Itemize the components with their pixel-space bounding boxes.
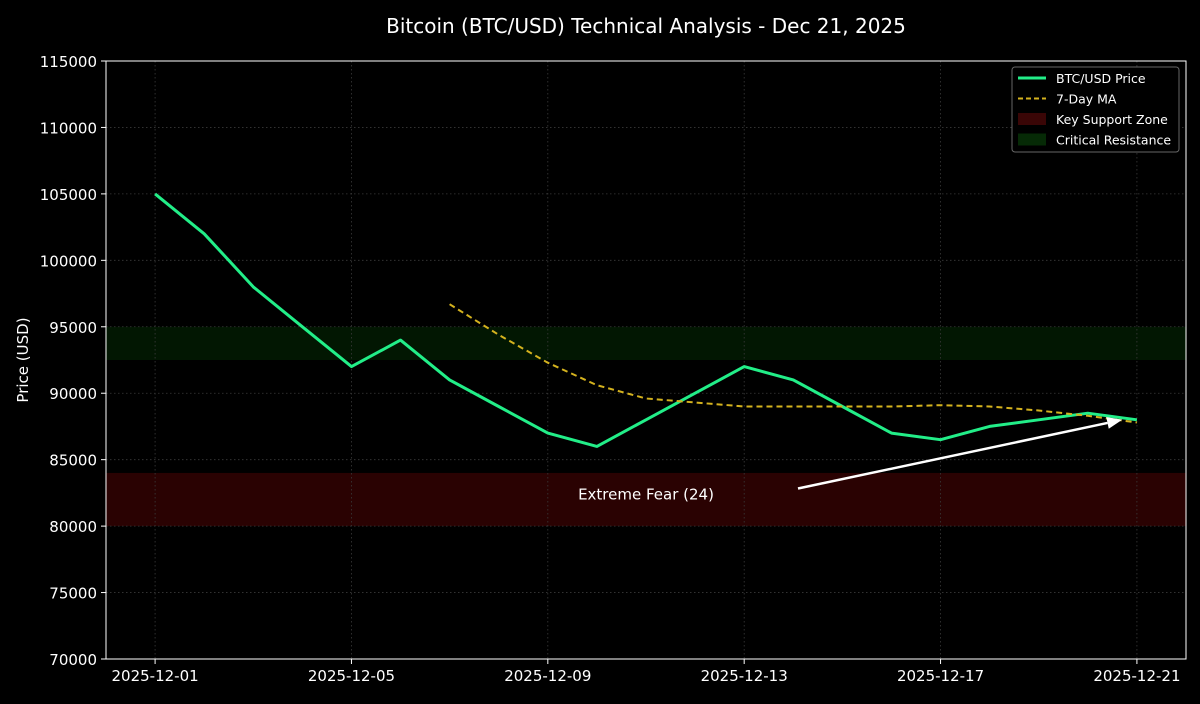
chart-title: Bitcoin (BTC/USD) Technical Analysis - D…	[386, 14, 906, 38]
annotation-text: Extreme Fear (24)	[578, 486, 714, 504]
y-tick-label: 100000	[40, 252, 97, 270]
series-layer	[154, 192, 1138, 448]
y-tick-label: 110000	[40, 119, 97, 137]
axes-layer: 70000 75000 80000 85000 90000 95000 100000 1050…	[40, 53, 1187, 685]
y-tick-label: 85000	[49, 452, 97, 470]
series-line-btc-usd-price	[154, 192, 1138, 448]
zones-layer	[106, 326, 1186, 527]
x-tick-label: 2025-12-17	[897, 667, 984, 685]
legend: BTC/USD Price 7-Day MA Key Support Zone Cri…	[1011, 66, 1180, 153]
x-tick-label: 2025-12-13	[701, 667, 788, 685]
annotation-arrow-head	[1106, 417, 1123, 429]
zone-key-support-zone	[106, 472, 1186, 527]
plot-frame	[105, 60, 1187, 660]
y-tick-label: 70000	[49, 651, 97, 669]
y-tick-label: 80000	[49, 518, 97, 536]
y-tick-label: 95000	[49, 319, 97, 337]
legend-swatch-key-support-zone	[1018, 113, 1046, 125]
series-line-7-day-ma	[449, 303, 1138, 424]
x-tick-label: 2025-12-05	[308, 667, 395, 685]
legend-label-7-day-ma: 7-Day MA	[1056, 92, 1117, 107]
legend-label-btc-usd-price: BTC/USD Price	[1056, 71, 1146, 86]
x-tick-label: 2025-12-09	[504, 667, 591, 685]
annotation-arrow-shaft	[797, 421, 1108, 490]
y-tick-label: 105000	[40, 186, 97, 204]
x-tick-label: 2025-12-21	[1093, 667, 1180, 685]
legend-swatch-critical-resistance	[1018, 133, 1046, 146]
x-tick-label: 2025-12-01	[111, 667, 198, 685]
y-tick-label: 90000	[49, 385, 97, 403]
zone-critical-resistance	[106, 326, 1186, 360]
y-tick-label: 115000	[40, 53, 97, 71]
legend-label-critical-resistance: Critical Resistance	[1056, 133, 1171, 148]
legend-label-key-support-zone: Key Support Zone	[1056, 112, 1168, 127]
y-axis-label: Price (USD)	[14, 317, 32, 402]
legend-box	[1011, 66, 1180, 153]
annotations-layer: Extreme Fear (24)	[578, 417, 1123, 504]
y-tick-label: 75000	[49, 585, 97, 603]
